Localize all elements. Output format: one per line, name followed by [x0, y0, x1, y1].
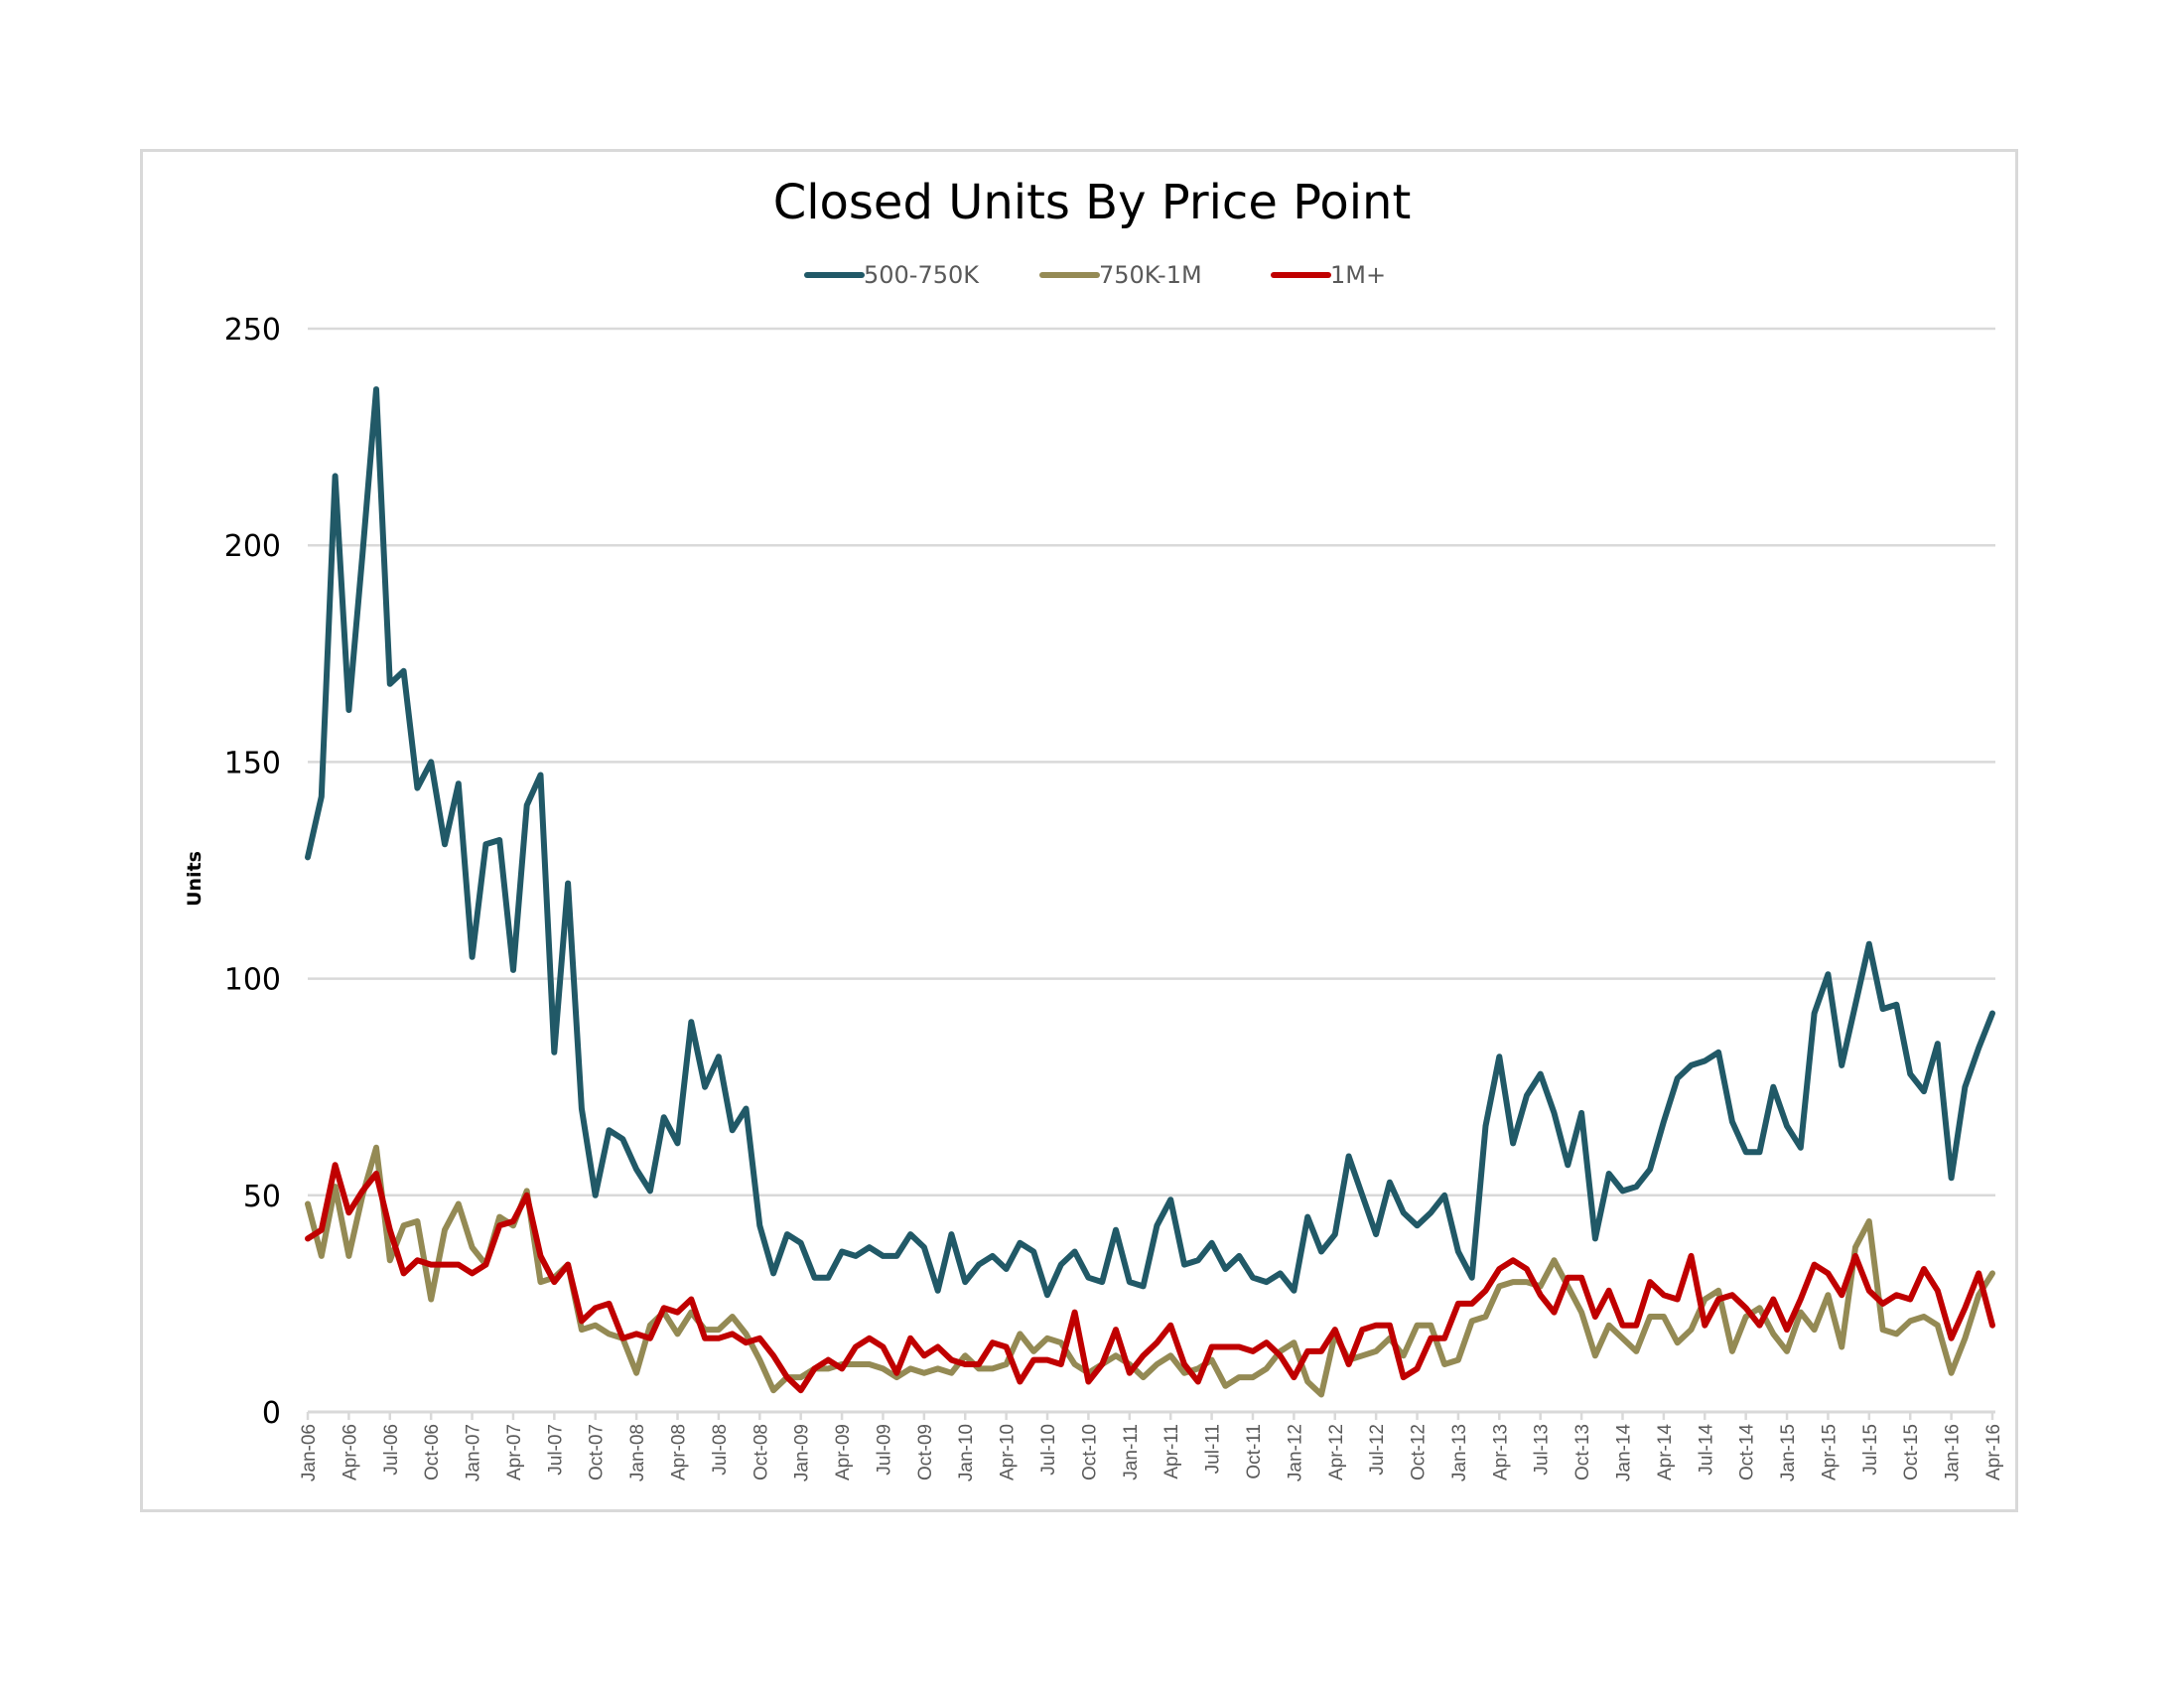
legend-label: 500-750K — [864, 261, 980, 289]
y-axis-ticks: 0 50 100 150 200 250 — [224, 313, 281, 1431]
x-tick-label: Jul-06 — [381, 1424, 402, 1476]
x-tick-label: Jan-07 — [464, 1424, 484, 1481]
x-tick-label: Oct-15 — [1901, 1424, 1922, 1480]
x-tick-label: Jan-06 — [299, 1424, 320, 1481]
legend-label: 1M+ — [1330, 261, 1386, 289]
x-tick-label: Oct-11 — [1244, 1424, 1265, 1479]
x-tick-label: Jan-16 — [1943, 1424, 1964, 1481]
x-tick-label: Jul-13 — [1532, 1424, 1553, 1476]
x-tick-label: Apr-16 — [1983, 1424, 2004, 1480]
x-tick-label: Oct-07 — [587, 1424, 608, 1480]
x-tick-label: Jan-12 — [1285, 1424, 1305, 1481]
x-tick-label: Jan-15 — [1778, 1424, 1799, 1481]
x-tick-label: Jan-09 — [792, 1424, 813, 1481]
x-tick-label: Jan-13 — [1449, 1424, 1470, 1481]
chart-frame — [140, 149, 2018, 1512]
x-tick-label: Jan-08 — [627, 1424, 648, 1481]
x-tick-label: Jul-09 — [874, 1424, 894, 1476]
x-tick-label: Oct-13 — [1572, 1424, 1593, 1480]
x-tick-label: Apr-10 — [998, 1424, 1019, 1480]
x-tick-label: Jan-14 — [1613, 1424, 1634, 1482]
x-axis: Jan-06 Apr-06 Jul-06 Oct-06 Jan-07 Apr-07 Jul-… — [299, 1410, 2004, 1482]
x-tick-label: Jul-12 — [1367, 1424, 1388, 1476]
x-tick-label: Jul-07 — [545, 1424, 566, 1476]
y-tick-label: 100 — [224, 963, 281, 998]
x-tick-label: Jan-10 — [956, 1424, 977, 1481]
x-tick-label: Oct-06 — [422, 1424, 443, 1480]
x-tick-label: Jul-11 — [1203, 1424, 1224, 1474]
x-tick-label: Oct-08 — [751, 1424, 771, 1480]
x-tick-label: Oct-14 — [1737, 1424, 1758, 1480]
series-line-750k-1m[interactable] — [305, 1144, 1995, 1398]
series-line-500-750k[interactable] — [305, 386, 1995, 1299]
x-tick-label: Apr-11 — [1161, 1424, 1182, 1479]
x-tick-label: Oct-12 — [1409, 1424, 1430, 1480]
legend-label: 750K-1M — [1099, 261, 1202, 289]
x-tick-label: Oct-10 — [1079, 1424, 1100, 1480]
x-tick-label: Apr-08 — [669, 1424, 690, 1480]
y-tick-label: 150 — [224, 746, 281, 780]
chart-title: Closed Units By Price Point — [773, 175, 1412, 230]
y-tick-label: 200 — [224, 529, 281, 564]
series-line-1m[interactable] — [305, 1162, 1995, 1394]
x-tick-label: Jul-14 — [1696, 1424, 1716, 1476]
x-tick-label: Apr-15 — [1819, 1424, 1840, 1480]
series-lines — [305, 386, 1995, 1398]
x-tick-label: Apr-13 — [1490, 1424, 1511, 1480]
y-tick-label: 0 — [262, 1396, 281, 1431]
legend-item-750k-1m[interactable]: 750K-1M — [1039, 261, 1202, 289]
legend-item-1m-plus[interactable]: 1M+ — [1271, 261, 1386, 289]
x-tick-label: Apr-14 — [1655, 1424, 1676, 1480]
gridlines — [308, 327, 1995, 1197]
y-axis-label: Units — [184, 851, 205, 907]
x-tick-label: Apr-07 — [504, 1424, 525, 1480]
x-tick-label: Oct-09 — [915, 1424, 936, 1480]
x-tick-label: Apr-06 — [340, 1424, 360, 1480]
x-tick-label: Jan-11 — [1121, 1424, 1142, 1480]
y-tick-label: 50 — [243, 1180, 281, 1214]
legend-item-500-750k[interactable]: 500-750K — [804, 261, 980, 289]
y-tick-label: 250 — [224, 313, 281, 348]
x-tick-label: Jul-15 — [1860, 1424, 1881, 1476]
x-tick-label: Apr-12 — [1326, 1424, 1347, 1480]
x-tick-label: Jul-10 — [1038, 1424, 1059, 1476]
legend: 500-750K 750K-1M 1M+ — [804, 261, 1386, 289]
x-tick-label: Apr-09 — [833, 1424, 854, 1480]
x-tick-label: Jul-08 — [710, 1424, 731, 1476]
